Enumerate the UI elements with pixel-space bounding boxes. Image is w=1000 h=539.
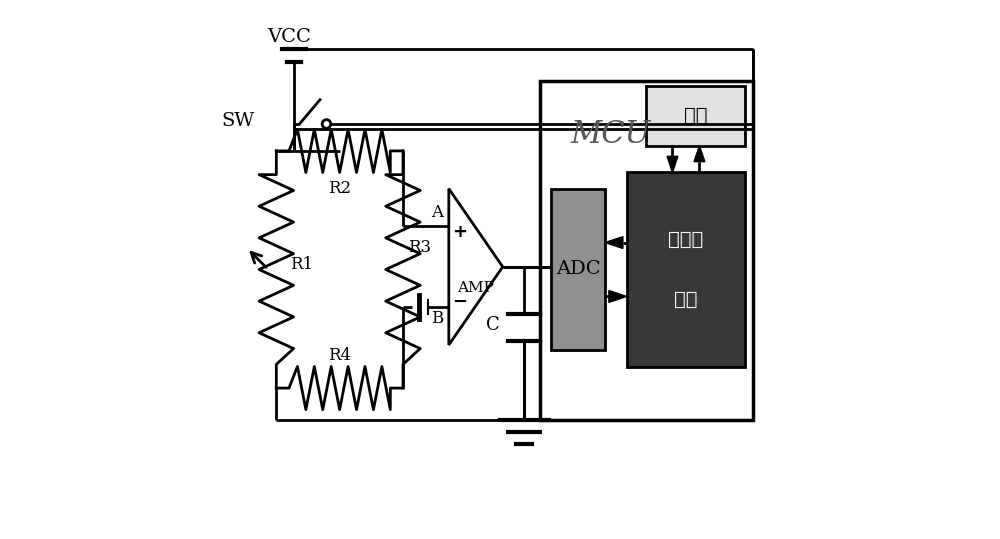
Text: ADC: ADC (556, 260, 600, 279)
Text: 随机数: 随机数 (668, 230, 704, 250)
Text: B: B (431, 309, 443, 327)
Text: SW: SW (222, 112, 255, 130)
Text: VCC: VCC (267, 28, 311, 46)
FancyBboxPatch shape (646, 86, 745, 146)
Text: 生成: 生成 (674, 289, 698, 309)
FancyBboxPatch shape (551, 189, 605, 350)
Text: MCU: MCU (570, 119, 651, 150)
Text: R3: R3 (408, 239, 431, 257)
Text: AMP: AMP (457, 281, 494, 295)
Polygon shape (694, 146, 705, 162)
Polygon shape (667, 156, 678, 172)
Text: A: A (431, 204, 443, 222)
Polygon shape (609, 291, 627, 302)
Text: R2: R2 (328, 180, 351, 197)
Text: C: C (486, 316, 500, 334)
Text: +: + (452, 223, 467, 241)
FancyBboxPatch shape (540, 81, 753, 420)
Polygon shape (605, 237, 623, 248)
Text: R1: R1 (290, 255, 313, 273)
Text: −: − (452, 293, 467, 311)
Text: R4: R4 (328, 347, 351, 364)
Text: 应用: 应用 (684, 106, 707, 126)
FancyBboxPatch shape (627, 172, 745, 367)
